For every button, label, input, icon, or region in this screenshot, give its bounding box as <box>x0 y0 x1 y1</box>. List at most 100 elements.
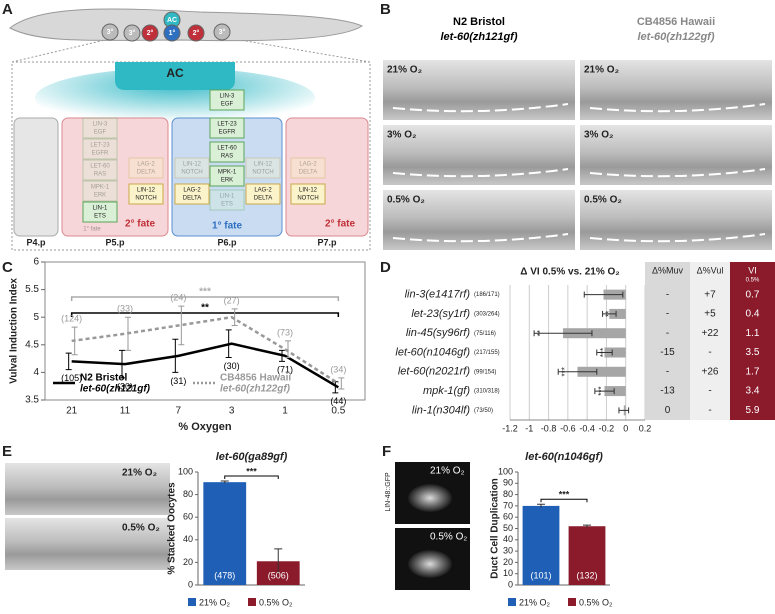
worm-cell <box>187 24 205 42</box>
protein-name: LIN-1 <box>220 194 235 200</box>
diagram-frame <box>11 61 371 251</box>
y-tick-label: 6 <box>33 257 39 268</box>
panel-label: C <box>2 259 13 276</box>
condition-label: 21% O₂ <box>387 65 422 76</box>
significance-bracket <box>540 498 588 503</box>
y-axis-label: Duct Cell Duplication <box>490 478 501 579</box>
cell-label: P4.p <box>26 237 46 247</box>
bar <box>604 347 626 358</box>
legend-label: 0.5% O₂ <box>579 597 613 607</box>
protein-name: LIN-1 <box>93 206 108 212</box>
zoom-line <box>11 39 106 63</box>
protein-box <box>290 183 326 205</box>
n-label: (30) <box>224 361 240 371</box>
protein-family: DELTA <box>254 196 272 202</box>
table-cell: +22 <box>702 328 719 339</box>
n-label: (34) <box>330 364 346 374</box>
legend-label: CB4856 Hawaii <box>220 373 291 384</box>
y-tick-label: 0 <box>188 579 193 589</box>
vulva-outline <box>392 168 569 178</box>
strain-name: CB4856 Hawaii <box>637 16 715 28</box>
worm-cell <box>163 24 181 42</box>
x-tick-label: 1 <box>282 406 288 417</box>
protein-box <box>174 183 210 205</box>
y-tick-label: 20 <box>503 557 513 567</box>
y-tick-label: 20 <box>183 557 193 567</box>
y-tick-label: 100 <box>178 466 193 476</box>
category-label: let-60(n1046gf) <box>395 346 470 358</box>
protein-box <box>245 157 281 179</box>
y-tick-label: 5 <box>33 312 39 323</box>
table-column <box>690 262 730 420</box>
chart-title: let-60(n1046gf) <box>525 451 603 463</box>
category-label: let-23(sy1rf) <box>411 308 470 320</box>
error-bar <box>537 503 545 508</box>
y-tick-label: 40 <box>183 534 193 544</box>
vulva-outline <box>392 233 569 243</box>
bar <box>522 505 560 585</box>
error-bar <box>602 310 617 317</box>
protein-name: MPK-1 <box>218 170 237 176</box>
fate-label: 1° fate <box>212 221 243 232</box>
panel-label: F <box>382 443 391 460</box>
chart-title: let-60(ga89gf) <box>216 451 288 463</box>
error-bar <box>594 388 615 395</box>
worm-cell-label: 3° <box>219 28 226 36</box>
table-column <box>730 262 775 420</box>
n-label: (99/154) <box>474 369 496 375</box>
category-label: mpk-1(gf) <box>423 385 470 397</box>
protein-name: LAG-2 <box>299 162 317 168</box>
n-label: (124) <box>61 314 82 324</box>
protein-box <box>290 157 326 179</box>
x-tick-label: 11 <box>120 406 131 417</box>
y-axis-label: % Stacked Oocytes <box>167 482 178 575</box>
n-label: (186/171) <box>474 292 500 298</box>
cell-label: P7.p <box>317 237 337 247</box>
protein-box <box>82 138 118 160</box>
protein-name: LIN-12 <box>137 188 156 194</box>
n-label: (101) <box>530 570 551 580</box>
table-cell: +7 <box>704 289 716 300</box>
n-label: (478) <box>214 570 235 580</box>
n-label: (73/50) <box>474 408 493 414</box>
strain-allele: let-60(zh121gf) <box>440 31 517 43</box>
error-bar <box>557 368 598 375</box>
table-cell: 1.7 <box>746 366 760 377</box>
n-label: (44) <box>330 396 346 406</box>
significance-label: *** <box>246 466 257 476</box>
series-line <box>71 342 339 389</box>
worm-cell <box>101 23 119 41</box>
vulva-outline <box>589 233 766 243</box>
legend-swatch <box>248 598 256 606</box>
protein-name: LIN-12 <box>183 162 202 168</box>
x-tick-label: -0.8 <box>541 423 557 433</box>
error-bar <box>178 305 185 346</box>
error-bar <box>583 524 591 528</box>
legend-label: 0.5% O₂ <box>259 597 293 607</box>
legend-label: 21% O₂ <box>199 597 231 607</box>
micrograph <box>5 463 170 515</box>
y-tick-label: 3.5 <box>25 395 39 406</box>
error-bar <box>338 377 345 390</box>
condition-label: 3% O₂ <box>584 130 613 141</box>
significance-label: *** <box>597 386 606 395</box>
protein-family: ETS <box>221 202 233 208</box>
condition-label: 21% O₂ <box>122 468 157 479</box>
n-label: (24) <box>170 293 186 303</box>
legend-label: let-60(zh121gf) <box>80 384 151 395</box>
significance-label: ** <box>201 303 209 314</box>
condition-label: 3% O₂ <box>387 130 416 141</box>
chart-title: Δ VI 0.5% vs. 21% O₂ <box>520 267 619 278</box>
n-label: (31) <box>170 376 186 386</box>
x-tick-label: -0.6 <box>560 423 576 433</box>
protein-name: LET-23 <box>217 122 237 128</box>
category-label: lin-3(e1417rf) <box>405 289 471 301</box>
fate-label: 2° fate <box>325 219 356 230</box>
cell-label: P5.p <box>105 237 125 247</box>
n-label: (75/116) <box>474 331 496 337</box>
protein-family: NOTCH <box>135 196 156 202</box>
protein-box <box>209 141 245 163</box>
protein-name: LIN-3 <box>220 94 235 100</box>
y-tick-label: 40 <box>503 534 513 544</box>
table-cell: +5 <box>704 309 716 320</box>
